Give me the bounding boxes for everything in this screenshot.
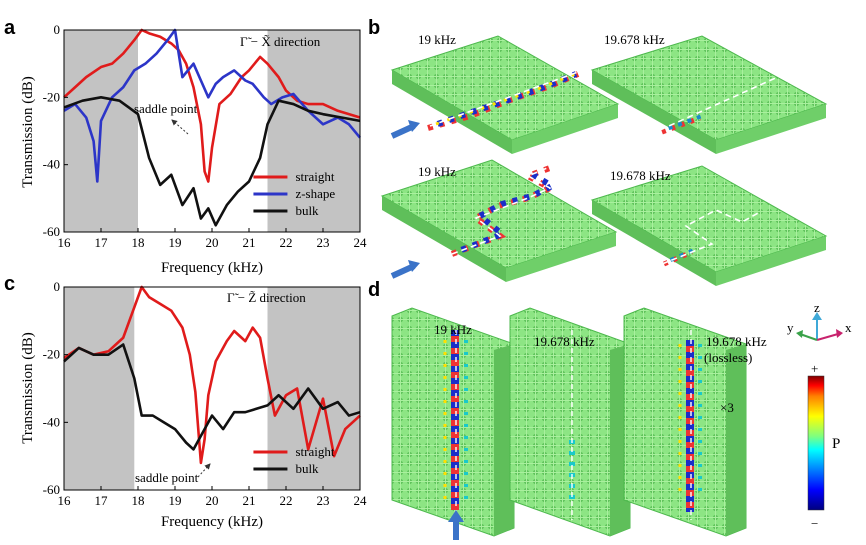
x-tick-label: 19: [169, 493, 182, 508]
shaded-band-0: [64, 287, 135, 490]
x-tick-label: 22: [280, 493, 293, 508]
chart-c-legend: straight bulk: [253, 444, 335, 476]
chart-c-xlabel: Frequency (kHz): [161, 514, 263, 530]
chart-c-saddle-arrow: [197, 463, 211, 478]
b-label-1: 19 kHz: [418, 32, 456, 47]
colorbar-p-label: P: [832, 436, 840, 452]
legend-label-bulk: bulk: [295, 461, 319, 476]
y-tick-label: -40: [43, 414, 60, 429]
chart-a-legend: straight z-shape bulk: [253, 169, 335, 218]
axis-x-label: x: [845, 320, 852, 335]
colorbar: + − P: [807, 361, 840, 531]
legend-label-bulk: bulk: [295, 203, 319, 218]
legend-label-straight: straight: [295, 444, 334, 459]
x-tick-label: 17: [95, 235, 109, 250]
d-label-2: 19.678 kHz: [534, 334, 595, 349]
series-line-bulk: [63, 96, 361, 227]
chart-c-shaded-regions: [64, 287, 360, 490]
slab-b2: [590, 35, 828, 154]
x-tick-label: 24: [354, 235, 368, 250]
b-label-3: 19 kHz: [418, 164, 456, 179]
legend-label-straight: straight: [295, 169, 334, 184]
x-tick-label: 20: [206, 235, 219, 250]
x-tick-label: 22: [280, 235, 293, 250]
slab-b3: [380, 159, 618, 282]
x-tick-label: 21: [243, 235, 256, 250]
series-line-straight: [63, 285, 361, 465]
y-tick-label: -20: [43, 347, 60, 362]
colorbar-gradient: [807, 375, 825, 511]
chart-a-series: [63, 28, 362, 227]
d-label-1: 19 kHz: [434, 322, 472, 337]
colorbar-minus-label: −: [811, 516, 818, 531]
panel-label-a: a: [4, 17, 16, 39]
x-tick-label: 21: [243, 493, 256, 508]
d-multiplier: ×3: [720, 400, 734, 415]
chart-a-ticks: 16 17 18 19 20 21 22 23 24 0 -20 -40 -60: [43, 22, 367, 250]
x-tick-label: 24: [354, 493, 368, 508]
x-tick-label: 20: [206, 493, 219, 508]
chart-c-saddle-label: saddle point: [135, 470, 199, 485]
shaded-band-1: [267, 287, 360, 490]
coordinate-axes-icon: z y x: [787, 300, 852, 341]
x-tick-label: 17: [95, 493, 109, 508]
x-tick-label: 23: [317, 493, 330, 508]
chart-a-saddle-label: saddle point: [134, 101, 198, 116]
panel-label-b: b: [368, 17, 380, 39]
series-line-straight: [63, 28, 361, 183]
slab-b1: [390, 35, 620, 154]
panel-label-c: c: [4, 273, 15, 295]
chart-a: 16 17 18 19 20 21 22 23 24 0 -20 -40 -60 Frequency (…: [20, 22, 367, 276]
legend-label-z-shape: z-shape: [295, 186, 335, 201]
x-tick-label: 18: [132, 493, 145, 508]
chart-a-title: Γ̃ − X̃ direction: [240, 34, 321, 49]
y-tick-label: 0: [54, 22, 61, 37]
chart-c-ylabel: Transmission (dB): [20, 332, 36, 444]
y-tick-label: -60: [43, 482, 60, 497]
x-tick-label: 18: [132, 235, 145, 250]
axis-z-label: z: [814, 300, 820, 315]
colorbar-plus-label: +: [811, 361, 818, 376]
slab-b4: [590, 165, 828, 286]
series-line-z-shape: [63, 28, 362, 183]
d-label-lossless: (lossless): [704, 350, 752, 365]
slab-d3: [623, 307, 747, 537]
axis-y-label: y: [787, 320, 794, 335]
chart-a-saddle-arrow: [171, 119, 189, 135]
chart-a-xlabel: Frequency (kHz): [161, 260, 263, 276]
slab-d1: [391, 307, 515, 540]
y-tick-label: -20: [43, 89, 60, 104]
x-tick-label: 16: [58, 235, 72, 250]
y-tick-label: 0: [54, 279, 61, 294]
chart-c-title: Γ̃ − Z̃ direction: [227, 290, 306, 305]
x-tick-label: 23: [317, 235, 330, 250]
panel-d-simulations: 19 kHz 19.678 kHz 19.678 kHz (lossless) …: [391, 307, 767, 540]
b-label-4: 19.678 kHz: [610, 168, 671, 183]
x-tick-label: 16: [58, 493, 72, 508]
panel-label-d: d: [368, 279, 380, 301]
b-label-2: 19.678 kHz: [604, 32, 665, 47]
d-label-3: 19.678 kHz: [706, 334, 767, 349]
series-line-bulk: [63, 343, 361, 451]
y-tick-label: -40: [43, 157, 60, 172]
y-tick-label: -60: [43, 224, 60, 239]
chart-a-ylabel: Transmission (dB): [20, 76, 36, 188]
chart-c-series: [63, 285, 361, 465]
shaded-band-1: [267, 30, 360, 232]
chart-c: 16 17 18 19 20 21 22 23 24 0 -20 -40 -60 Frequency (…: [20, 279, 367, 530]
chart-c-ticks: 16 17 18 19 20 21 22 23 24 0 -20 -40 -60: [43, 279, 367, 508]
chart-a-shaded-regions: [64, 30, 360, 232]
panel-b-simulations: 19 kHz 19.678 kHz 19 kHz 19.678 kHz: [380, 32, 828, 286]
x-tick-label: 19: [169, 235, 182, 250]
